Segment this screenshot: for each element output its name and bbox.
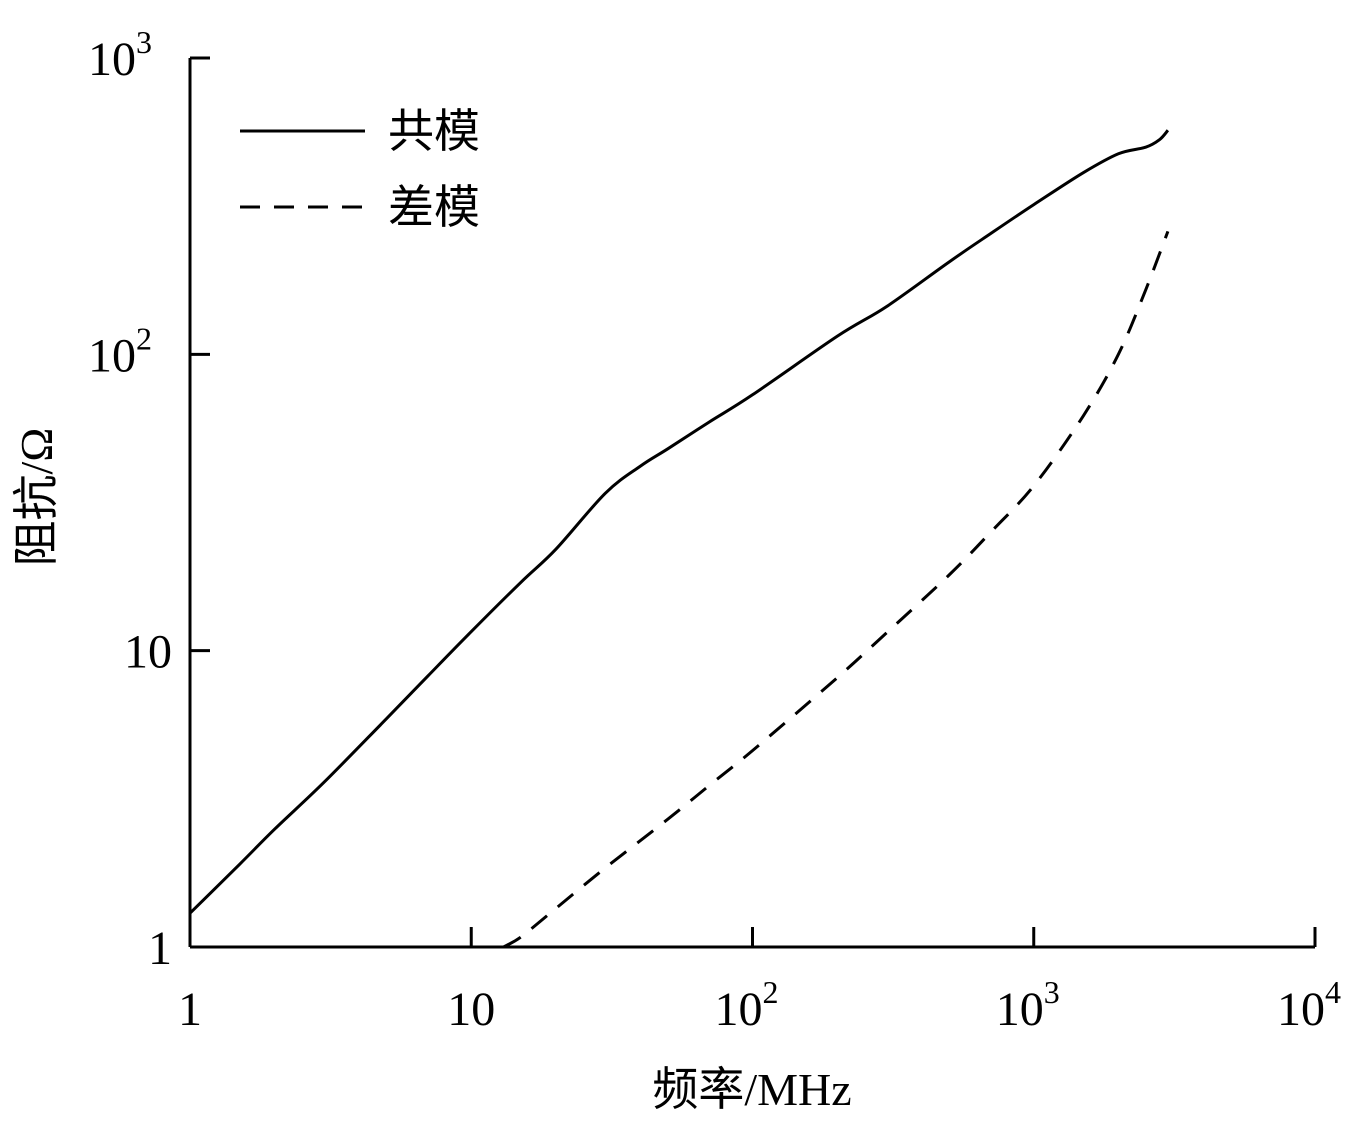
- x-axis-title: 频率/MHz: [652, 1064, 851, 1115]
- series-lines: [188, 129, 1170, 949]
- x-axis-ticks: 1 10 102 103 104: [178, 927, 1341, 1036]
- series-line-differential-mode: [502, 230, 1170, 949]
- y-tick-label: 102: [88, 320, 152, 382]
- y-axis-title: 阻抗/Ω: [11, 428, 62, 567]
- x-tick-label: 103: [996, 974, 1060, 1036]
- x-tick-label: 102: [715, 974, 779, 1036]
- legend: 共模 差模: [240, 106, 480, 233]
- y-tick-label: 1: [148, 922, 172, 975]
- x-tick-label: 104: [1277, 974, 1341, 1036]
- x-tick-label: 10: [447, 983, 495, 1036]
- plot-area: 1 10 102 103 104 1 10 102 103: [88, 24, 1341, 1036]
- y-tick-label: 10: [124, 626, 172, 679]
- series-line-common-mode: [188, 129, 1170, 915]
- y-tick-label: 103: [88, 24, 152, 86]
- legend-label-common-mode: 共模: [388, 106, 480, 157]
- x-tick-label: 1: [178, 983, 202, 1036]
- y-axis-ticks: 1 10 102 103: [88, 24, 210, 975]
- legend-label-differential-mode: 差模: [388, 182, 480, 233]
